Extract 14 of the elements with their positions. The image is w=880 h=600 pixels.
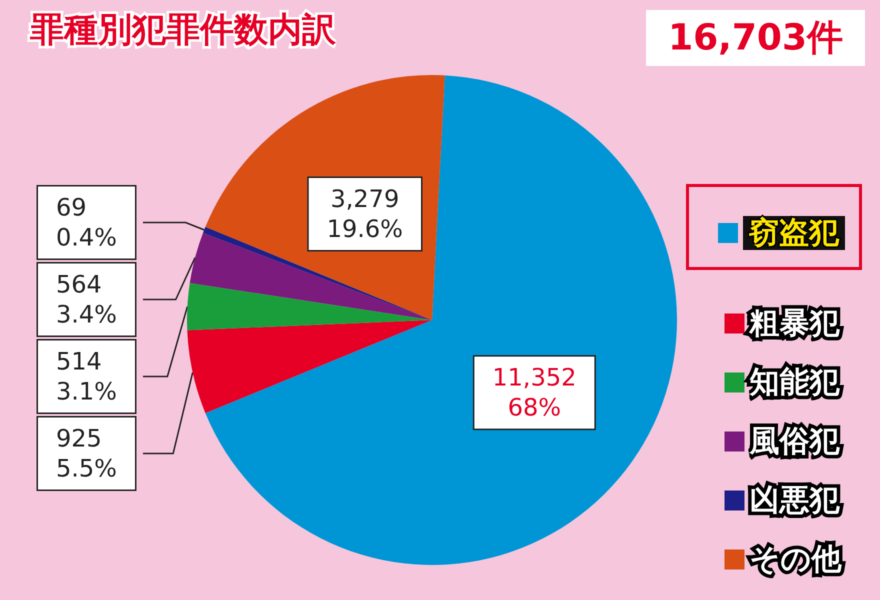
legend-label: その他 [750,542,842,577]
data-label: 69 0.4% [56,194,117,252]
data-label: 925 5.5% [56,424,117,483]
legend-label: 粗暴犯 [748,306,840,341]
legend-label: 知能犯 [748,365,840,400]
data-label: 564 3.4% [56,270,117,329]
data-label: 3,279 19.6% [326,184,403,243]
data-label: 514 3.1% [56,348,117,406]
data-label: 11,352 68% [492,364,576,422]
legend-label: 凶悪犯 [750,483,840,518]
legend-label: 窃盗犯 [748,216,840,250]
text: 16,703件 [668,18,843,58]
legend-label: 風俗犯 [748,424,840,459]
chart-title: 罪種別犯罪件数内訳 [30,10,337,50]
